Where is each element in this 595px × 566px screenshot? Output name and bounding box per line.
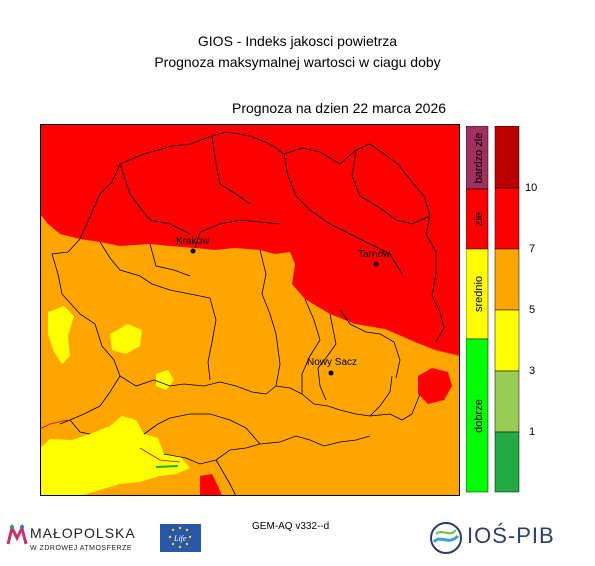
ios-pib-name: IOŚ-PIB [467, 523, 555, 548]
legend-scale-6 [494, 431, 520, 493]
zone-red-south [200, 474, 222, 496]
city-label-nowy-sacz: Nowy Sacz [307, 357, 357, 368]
zone-yellow-small [156, 370, 174, 390]
zone-yellow-west [48, 306, 74, 364]
title-line-2: Prognoza maksymalnej wartosci w ciagu do… [154, 54, 441, 70]
legend-scale-3 [494, 248, 520, 311]
legend-label-srednio: srednio [473, 275, 485, 313]
malopolska-name: MAŁOPOLSKA [30, 525, 136, 541]
city-tarnow: Tarnow [358, 249, 391, 267]
zone-red-east [418, 368, 452, 404]
legend [466, 126, 520, 493]
legend-label-dobrze: dobrze [473, 399, 485, 433]
city-nowy-sacz: Nowy Sacz [307, 357, 357, 376]
city-dot-nowy-sacz [328, 370, 334, 376]
scale-number-7: 7 [529, 243, 536, 255]
eu-life-text: Life [173, 534, 187, 543]
eu-stars-icon: Life [168, 526, 192, 549]
malopolska-logo-icon [6, 523, 28, 545]
city-label-tarnow: Tarnow [358, 249, 391, 260]
legend-scale-2 [494, 187, 520, 250]
scale-number-10: 10 [525, 182, 538, 194]
zone-yellow-center [110, 324, 142, 354]
title-line-1: GIOS - Indeks jakosci powietrza [197, 33, 398, 49]
legend-scale-1 [494, 126, 520, 189]
scale-number-1: 1 [529, 426, 536, 438]
county-boundaries [51, 131, 445, 496]
model-version: GEM-AQ v332--d [252, 521, 330, 532]
legend-scale-4 [494, 309, 520, 372]
city-krakow: Krakow [176, 236, 210, 254]
map-frame [40, 124, 460, 496]
legend-cat-dobrze [466, 338, 489, 493]
forecast-date: Prognoza na dzien 22 marca 2026 [232, 100, 447, 116]
malopolska-subtitle: W ZDROWEJ ATMOSFERZE [30, 545, 133, 552]
scale-number-3: 3 [529, 365, 536, 377]
city-dot-krakow [190, 248, 196, 254]
legend-scale-5 [494, 370, 520, 433]
zone-yellow-southwest [40, 416, 190, 496]
scale-number-5: 5 [529, 304, 536, 316]
city-dot-tarnow [373, 261, 379, 267]
eu-life-logo: Life [160, 524, 201, 552]
zone-red-north [40, 124, 460, 356]
forecast-map: Krakow Tarnow Nowy Sacz [40, 124, 460, 496]
region-outline-red [40, 419, 181, 463]
legend-label-zle: zle [473, 211, 485, 227]
ios-pib-logo-icon [430, 522, 462, 554]
city-label-krakow: Krakow [176, 236, 210, 247]
zone-green-mark [155, 465, 179, 468]
